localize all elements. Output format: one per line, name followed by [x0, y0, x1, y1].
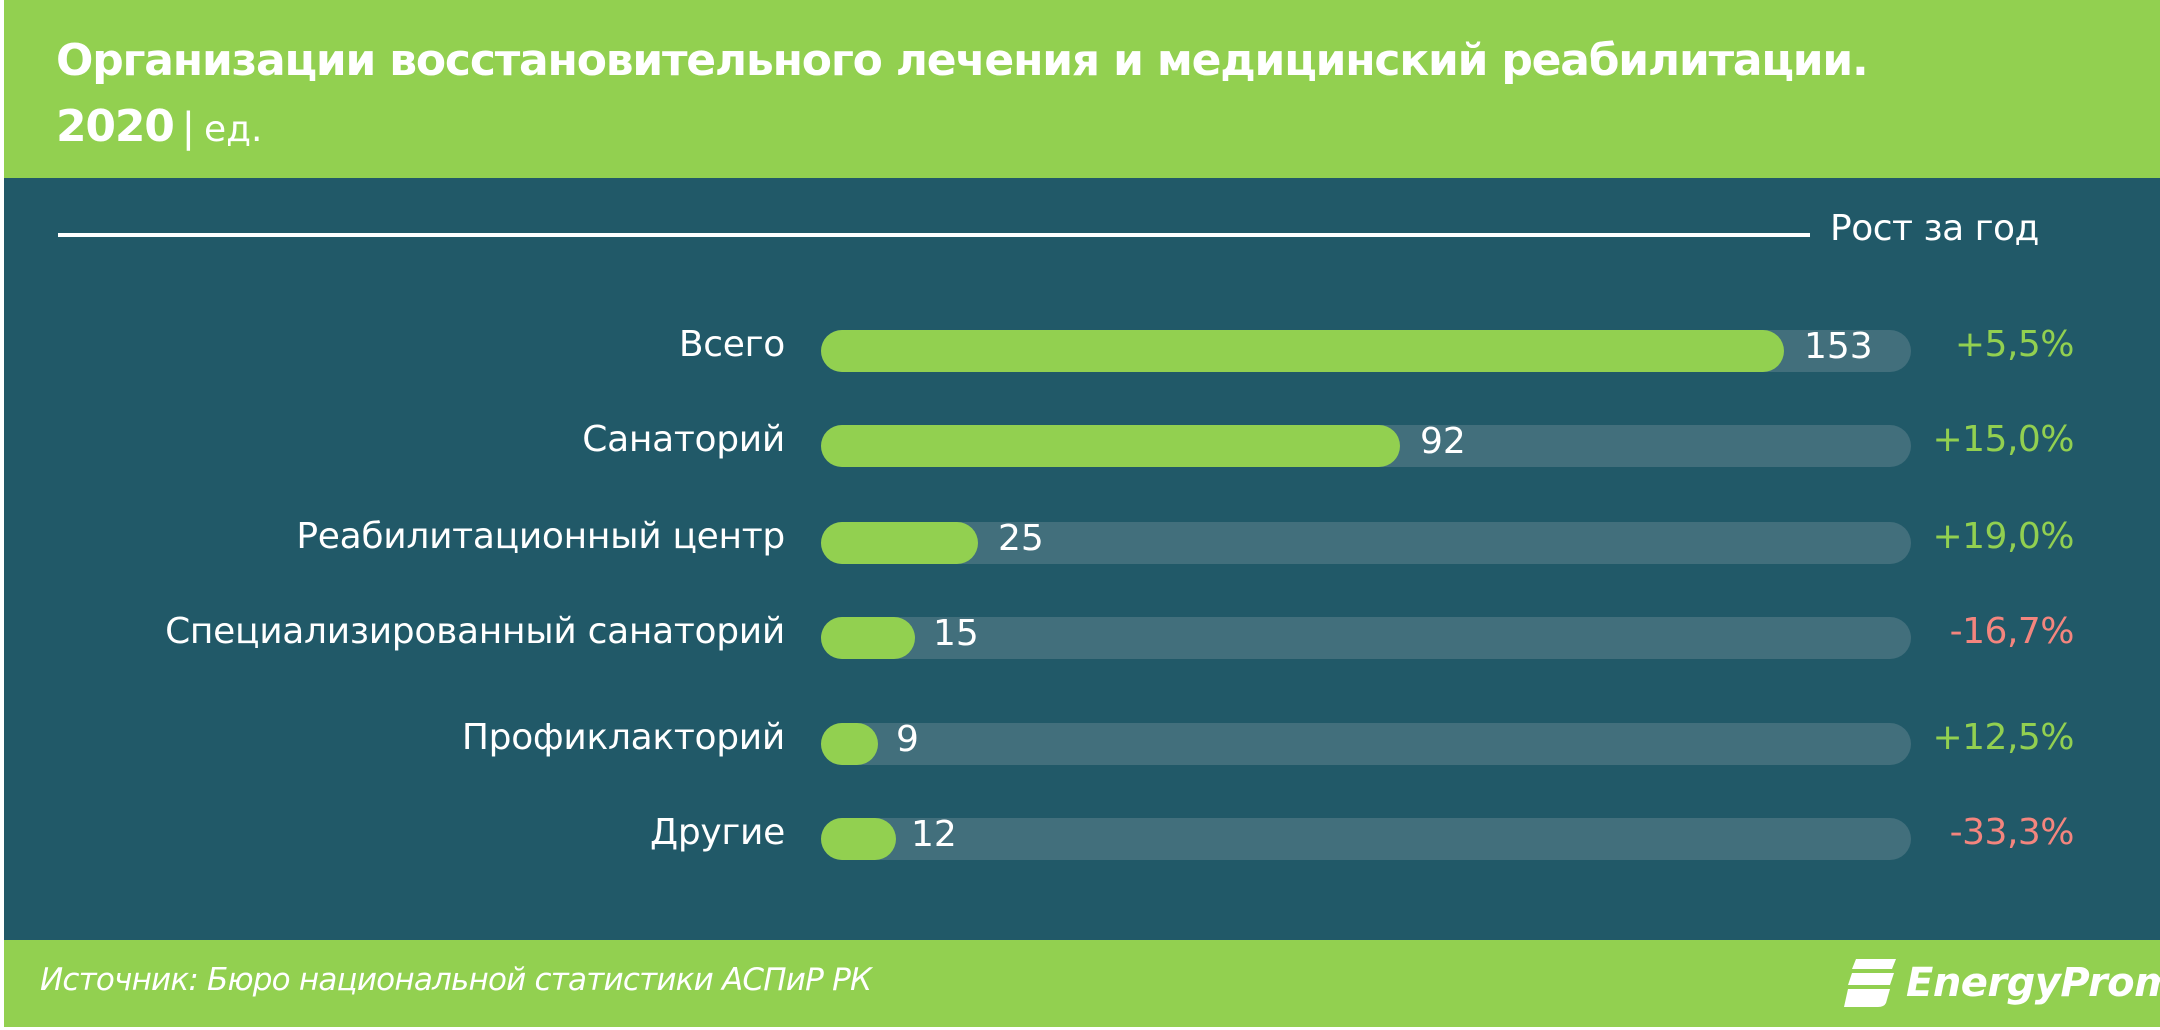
source-note: Источник: Бюро национальной статистики А…	[40, 962, 872, 998]
growth-column-header: Рост за год	[1830, 208, 2039, 249]
bar-row-specialized-sanatorium: Специализированный санаторий 15 -16,7%	[4, 611, 2160, 659]
energyprom-logo: EnergyProm	[1844, 954, 2160, 1012]
title-text: Организации восстановительного лечения и…	[56, 35, 1869, 86]
bar-row-prophylactorium: Профиклакторий 9 +12,5%	[4, 717, 2160, 765]
bar-label: Всего	[678, 324, 785, 365]
footer-band: Источник: Бюро национальной статистики А…	[4, 940, 2160, 1027]
bar-value: 15	[933, 613, 979, 654]
bar-fill	[821, 723, 878, 765]
bar-label: Профиклакторий	[461, 717, 785, 758]
title-separator: |	[181, 105, 196, 151]
infographic: Организации восстановительного лечения и…	[4, 0, 2160, 1027]
bar-row-sanatorium: Санаторий 92 +15,0%	[4, 419, 2160, 467]
bar-fill	[821, 425, 1400, 467]
chart-title: Организации восстановительного лечения и…	[56, 28, 2136, 163]
bar-label: Санаторий	[582, 419, 785, 460]
bar-track: 12	[821, 814, 1911, 860]
bar-value: 12	[911, 814, 957, 855]
header-band: Организации восстановительного лечения и…	[4, 0, 2160, 178]
title-year: 2020	[56, 101, 175, 152]
bar-fill	[821, 617, 915, 659]
logo-text: EnergyProm	[1906, 960, 2160, 1006]
growth-value: +19,0%	[1932, 516, 2074, 557]
bar-row-rehab-center: Реабилитационный центр 25 +19,0%	[4, 516, 2160, 564]
bar-row-other: Другие 12 -33,3%	[4, 812, 2160, 860]
bar-label: Реабилитационный центр	[296, 516, 785, 557]
bar-row-total: Всего 153 +5,5%	[4, 324, 2160, 372]
bar-track: 9	[821, 719, 1911, 765]
bar-label: Другие	[650, 812, 785, 853]
bar-value: 92	[1420, 421, 1466, 462]
bar-value: 153	[1804, 326, 1873, 367]
bar-value: 9	[896, 719, 919, 760]
growth-value: +12,5%	[1932, 717, 2074, 758]
growth-value: +15,0%	[1932, 419, 2074, 460]
bar-fill	[821, 330, 1784, 372]
energyprom-stripes-icon	[1844, 959, 1896, 1007]
bar-value: 25	[998, 518, 1044, 559]
bar-label: Специализированный санаторий	[165, 611, 785, 652]
bar-track: 153	[821, 326, 1911, 372]
bar-fill	[821, 818, 896, 860]
bar-track: 92	[821, 421, 1911, 467]
bar-track: 15	[821, 613, 1911, 659]
chart-panel: Рост за год Всего 153 +5,5% Санаторий 92…	[4, 178, 2160, 940]
bar-fill	[821, 522, 978, 564]
header-rule	[58, 233, 1810, 237]
bar-track: 25	[821, 518, 1911, 564]
growth-value: -33,3%	[1949, 812, 2075, 853]
growth-value: +5,5%	[1954, 324, 2075, 365]
growth-value: -16,7%	[1949, 611, 2075, 652]
title-unit: ед.	[203, 109, 263, 150]
